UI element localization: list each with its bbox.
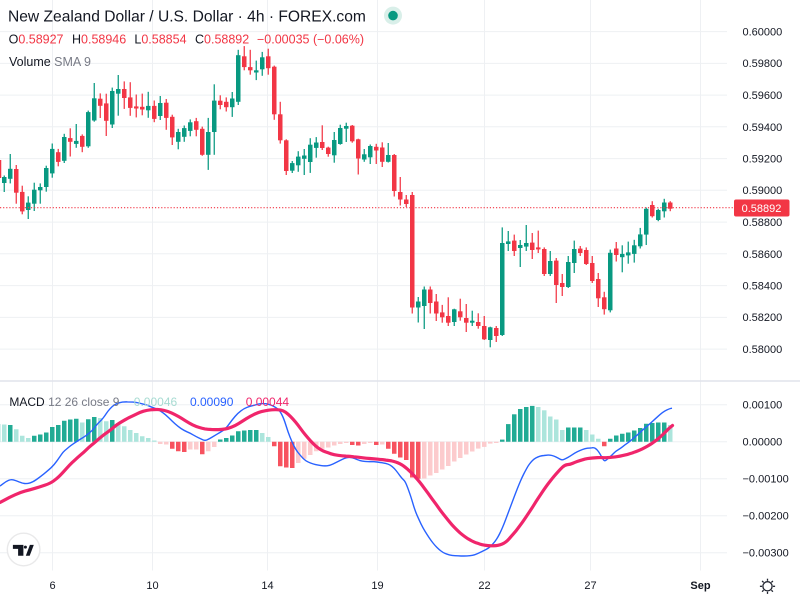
svg-text:0.00000: 0.00000 xyxy=(743,437,783,449)
svg-text:0.00046: 0.00046 xyxy=(134,395,178,409)
svg-text:0.58200: 0.58200 xyxy=(743,312,783,324)
svg-text:0.58400: 0.58400 xyxy=(743,281,783,293)
svg-text:O0.58927: O0.58927 xyxy=(9,33,64,47)
svg-text:0.59200: 0.59200 xyxy=(743,154,783,166)
svg-text:6: 6 xyxy=(49,580,55,592)
svg-text:Sep: Sep xyxy=(690,580,710,592)
svg-text:0.58000: 0.58000 xyxy=(743,344,783,356)
svg-text:0.59600: 0.59600 xyxy=(743,90,783,102)
svg-text:L0.58854: L0.58854 xyxy=(134,33,186,47)
svg-text:−0.00200: −0.00200 xyxy=(743,511,789,523)
svg-text:27: 27 xyxy=(584,580,596,592)
svg-text:0.59400: 0.59400 xyxy=(743,122,783,134)
svg-text:C0.58892: C0.58892 xyxy=(195,33,249,47)
svg-text:0.58800: 0.58800 xyxy=(743,217,783,229)
svg-text:10: 10 xyxy=(146,580,158,592)
svg-text:Volume SMA 9: Volume SMA 9 xyxy=(9,55,91,69)
svg-text:−0.00300: −0.00300 xyxy=(743,548,789,560)
svg-text:0.00044: 0.00044 xyxy=(246,395,290,409)
svg-text:−0.00035 (−0.06%): −0.00035 (−0.06%) xyxy=(257,33,364,47)
svg-text:14: 14 xyxy=(261,580,273,592)
svg-text:New Zealand Dollar / U.S. Doll: New Zealand Dollar / U.S. Dollar · 4h · … xyxy=(8,8,366,25)
svg-text:H0.58946: H0.58946 xyxy=(72,33,126,47)
svg-text:0.59000: 0.59000 xyxy=(743,185,783,197)
svg-text:0.60000: 0.60000 xyxy=(743,27,783,39)
svg-text:19: 19 xyxy=(371,580,383,592)
svg-text:−0.00100: −0.00100 xyxy=(743,474,789,486)
svg-text:22: 22 xyxy=(478,580,490,592)
svg-text:0.00090: 0.00090 xyxy=(190,395,234,409)
svg-text:0.59800: 0.59800 xyxy=(743,58,783,70)
svg-text:0.00100: 0.00100 xyxy=(743,400,783,412)
svg-text:MACD 12 26 close 9: MACD 12 26 close 9 xyxy=(9,395,119,409)
svg-text:0.58892: 0.58892 xyxy=(742,203,782,215)
svg-text:0.58600: 0.58600 xyxy=(743,249,783,261)
